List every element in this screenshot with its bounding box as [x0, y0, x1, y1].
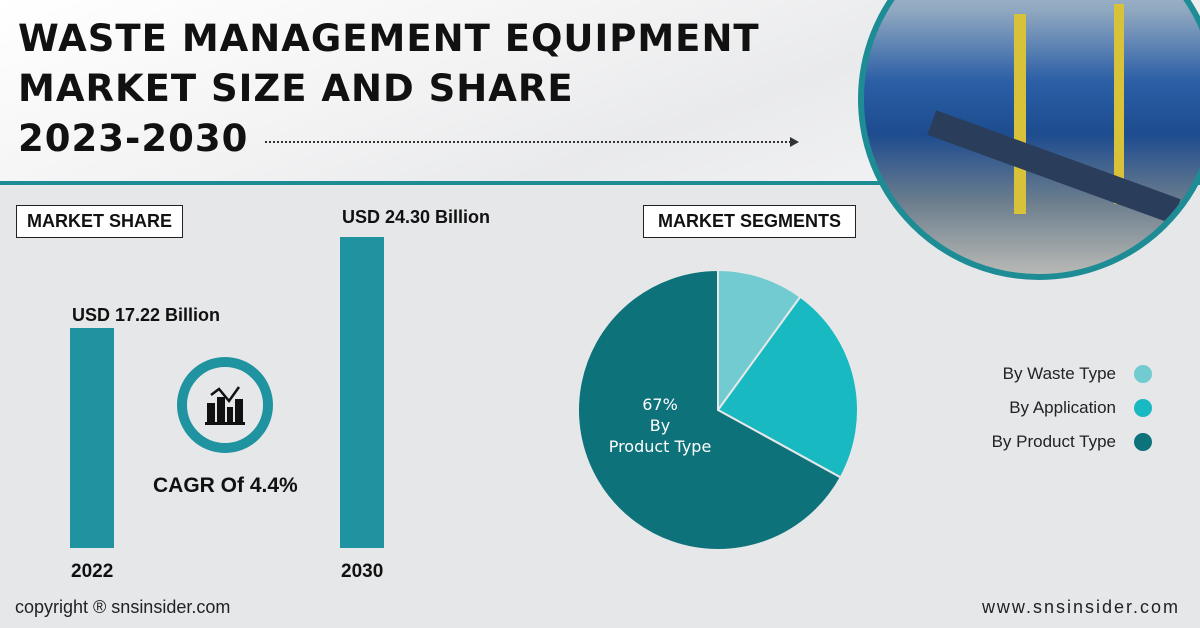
bar-2022 [70, 327, 114, 548]
dotted-arrow-icon [265, 137, 799, 147]
legend-label: By Waste Type [1002, 364, 1116, 383]
divider [0, 181, 1200, 185]
website-link[interactable]: www.snsinsider.com [981, 597, 1180, 617]
bar-label-2030: USD 24.30 Billion [342, 207, 491, 227]
legend-swatch [1134, 399, 1152, 417]
title-line-2: MARKET SIZE AND SHARE [18, 67, 574, 110]
pie-label-pct: 67% [642, 395, 678, 414]
year-2030: 2030 [341, 561, 384, 582]
pie-slice-by-waste-type [717, 268, 802, 414]
page-title: WASTE MANAGEMENT EQUIPMENT MARKET SIZE A… [18, 14, 760, 164]
bar-2030 [340, 237, 384, 548]
bar-line-chart-icon [205, 386, 245, 425]
copyright-text: copyright ® snsinsider.com [15, 597, 231, 617]
legend-item: By Waste Type [1003, 364, 1152, 384]
pie-slice-by-product-type [577, 268, 843, 551]
recycling-plant-photo [858, 0, 1200, 280]
bar-label-2022: USD 17.22 Billion [72, 305, 221, 325]
legend-swatch [1134, 433, 1152, 451]
legend-label: By Product Type [991, 432, 1116, 451]
legend-label: By Application [1009, 398, 1116, 417]
legend-item: By Application [1009, 398, 1152, 418]
pie-label-name: Product Type [609, 437, 712, 456]
year-2022: 2022 [71, 561, 114, 582]
legend-swatch [1134, 365, 1152, 383]
cagr-ring [177, 357, 273, 453]
title-line-3: 2023-2030 [18, 117, 249, 160]
pie-slice-by-application [716, 295, 859, 479]
legend-item: By Product Type [992, 432, 1152, 452]
pie-label-by: By [650, 416, 670, 435]
cagr-text: CAGR Of 4.4% [153, 474, 298, 497]
market-segments-label: MARKET SEGMENTS [643, 205, 857, 238]
market-share-label: MARKET SHARE [16, 205, 184, 238]
title-line-1: WASTE MANAGEMENT EQUIPMENT [18, 17, 760, 60]
segments-pie-chart: 67% By Product Type [577, 268, 859, 551]
